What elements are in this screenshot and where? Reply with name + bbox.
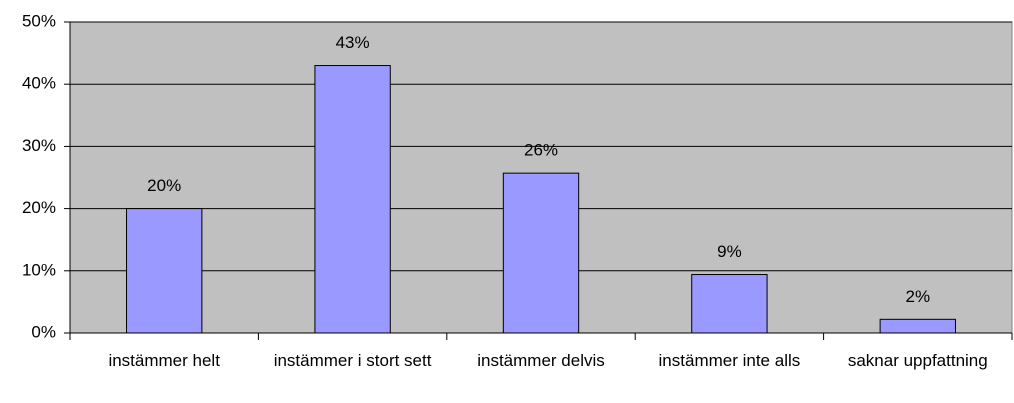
y-tick-label: 20% (22, 198, 56, 217)
y-tick-label: 30% (22, 136, 56, 155)
y-tick-label: 50% (22, 11, 56, 30)
bar (879, 318, 956, 334)
x-tick-label: instämmer helt (108, 351, 220, 370)
bar (314, 65, 391, 334)
x-tick-label: saknar uppfattning (848, 351, 988, 370)
x-tick-label: instämmer delvis (477, 351, 605, 370)
bar (126, 208, 203, 334)
bar (502, 172, 580, 334)
data-label: 9% (717, 242, 742, 261)
y-tick-label: 40% (22, 74, 56, 93)
bar (691, 274, 768, 334)
data-label: 20% (147, 176, 181, 195)
data-label: 43% (336, 33, 370, 52)
y-tick-label: 10% (22, 260, 56, 279)
x-tick-label: instämmer i stort sett (274, 351, 432, 370)
data-label: 26% (524, 141, 558, 160)
x-tick-label: instämmer inte alls (659, 351, 801, 370)
y-tick-label: 0% (31, 322, 56, 341)
data-label: 2% (906, 287, 931, 306)
